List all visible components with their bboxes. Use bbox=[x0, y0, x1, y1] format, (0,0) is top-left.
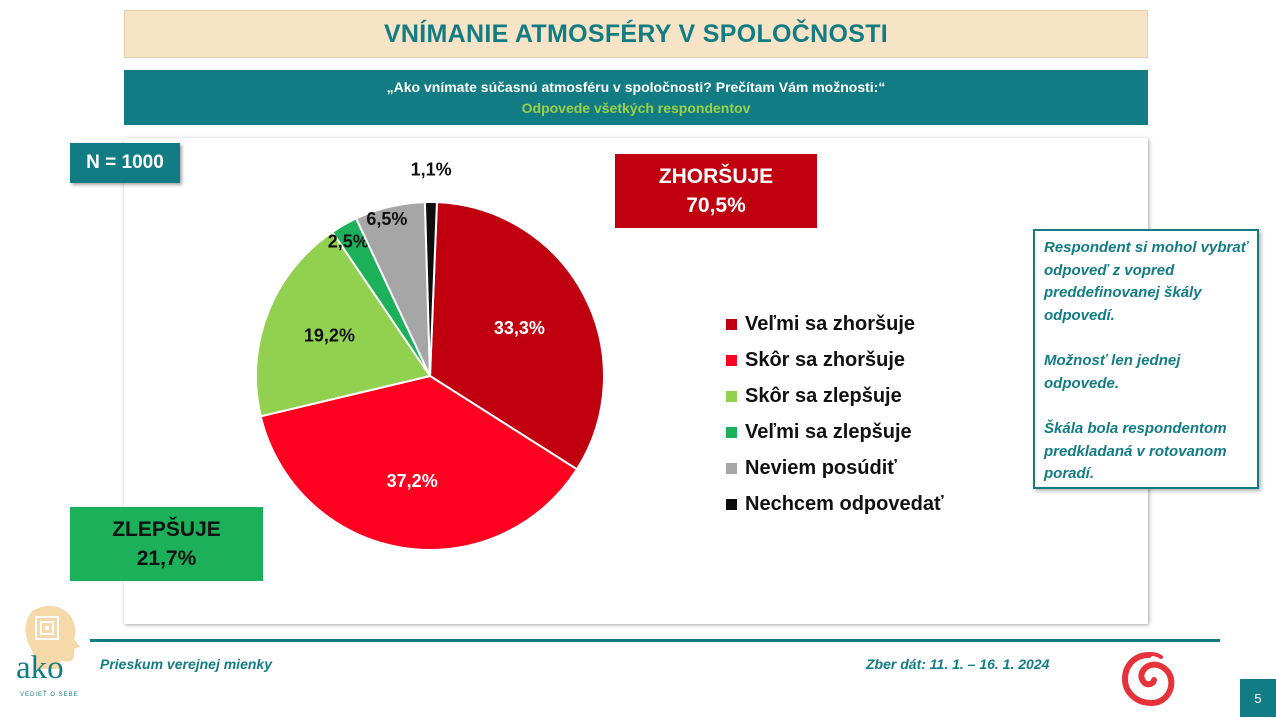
ako-logo-text: ako bbox=[16, 650, 64, 686]
ako-head-logo-icon bbox=[25, 605, 81, 669]
methodology-note: Respondent si mohol vybrať odpoveď z vop… bbox=[1033, 229, 1259, 489]
pie-data-label: 1,1% bbox=[411, 159, 452, 179]
ako-logo-tagline: VEDIEŤ O SEBE bbox=[20, 692, 79, 698]
sample-size-badge: N = 1000 bbox=[70, 143, 180, 183]
pie-data-label: 6,5% bbox=[366, 209, 407, 229]
legend-swatch bbox=[726, 462, 737, 474]
pie-slice bbox=[259, 374, 579, 551]
question-text: „Ako vnímate súčasnú atmosféru v spoločn… bbox=[386, 78, 886, 95]
pie-data-label: 2,5% bbox=[328, 232, 369, 252]
legend-label: Skôr sa zlepšuje bbox=[745, 384, 902, 407]
note-paragraph: Škála bola respondentom predkladaná v ro… bbox=[1044, 420, 1227, 482]
legend-swatch bbox=[726, 426, 737, 438]
summary-better-value: 21,7% bbox=[136, 547, 197, 570]
legend-label: Skôr sa zhoršuje bbox=[745, 348, 906, 371]
note-paragraph: Možnosť len jednej odpovede. bbox=[1044, 352, 1181, 392]
pie-data-label: 33,3% bbox=[494, 318, 545, 338]
slide-title: VNÍMANIE ATMOSFÉRY V SPOLOČNOSTI bbox=[383, 19, 889, 48]
legend-swatch bbox=[726, 318, 737, 330]
title-band: VNÍMANIE ATMOSFÉRY V SPOLOČNOSTI bbox=[124, 10, 1148, 58]
footer-divider bbox=[90, 639, 1220, 642]
legend-item: Veľmi sa zhoršuje bbox=[726, 306, 944, 342]
legend-item: Neviem posúdiť bbox=[726, 450, 944, 486]
footer-date-range: Zber dát: 11. 1. – 16. 1. 2024 bbox=[866, 656, 1050, 672]
legend-item: Nechcem odpovedať bbox=[726, 486, 944, 522]
note-paragraph: Respondent si mohol vybrať odpoveď z vop… bbox=[1044, 239, 1248, 324]
legend-swatch bbox=[726, 498, 737, 510]
summary-worse-box: ZHORŠUJE 70,5% bbox=[615, 154, 817, 228]
legend-swatch bbox=[726, 390, 737, 402]
legend-label: Veľmi sa zhoršuje bbox=[745, 312, 915, 335]
summary-better-label: ZLEPŠUJE bbox=[112, 518, 221, 541]
question-band: „Ako vnímate súčasnú atmosféru v spoločn… bbox=[124, 70, 1148, 125]
pie-slice bbox=[423, 201, 438, 377]
pie-data-label: 37,2% bbox=[387, 471, 438, 491]
chart-legend: Veľmi sa zhoršuje Skôr sa zhoršuje Skôr sa… bbox=[726, 306, 944, 522]
legend-label: Veľmi sa zlepšuje bbox=[745, 420, 912, 443]
footer-survey-label: Prieskum verejnej mienky bbox=[100, 656, 272, 672]
page-number: 5 bbox=[1240, 679, 1276, 717]
swirl-logo-icon bbox=[1121, 652, 1175, 707]
pie-slice bbox=[255, 230, 432, 418]
legend-label: Nechcem odpovedať bbox=[745, 492, 944, 515]
legend-item: Skôr sa zhoršuje bbox=[726, 342, 944, 378]
legend-item: Veľmi sa zlepšuje bbox=[726, 414, 944, 450]
summary-worse-value: 70,5% bbox=[686, 194, 746, 217]
legend-swatch bbox=[726, 354, 737, 366]
legend-label: Neviem posúdiť bbox=[745, 456, 897, 479]
pie-data-label: 19,2% bbox=[304, 326, 355, 346]
legend-item: Skôr sa zlepšuje bbox=[726, 378, 944, 414]
question-subtitle: Odpovede všetkých respondentov bbox=[521, 99, 751, 116]
summary-worse-label: ZHORŠUJE bbox=[658, 165, 774, 188]
summary-better-box: ZLEPŠUJE 21,7% bbox=[70, 507, 263, 581]
